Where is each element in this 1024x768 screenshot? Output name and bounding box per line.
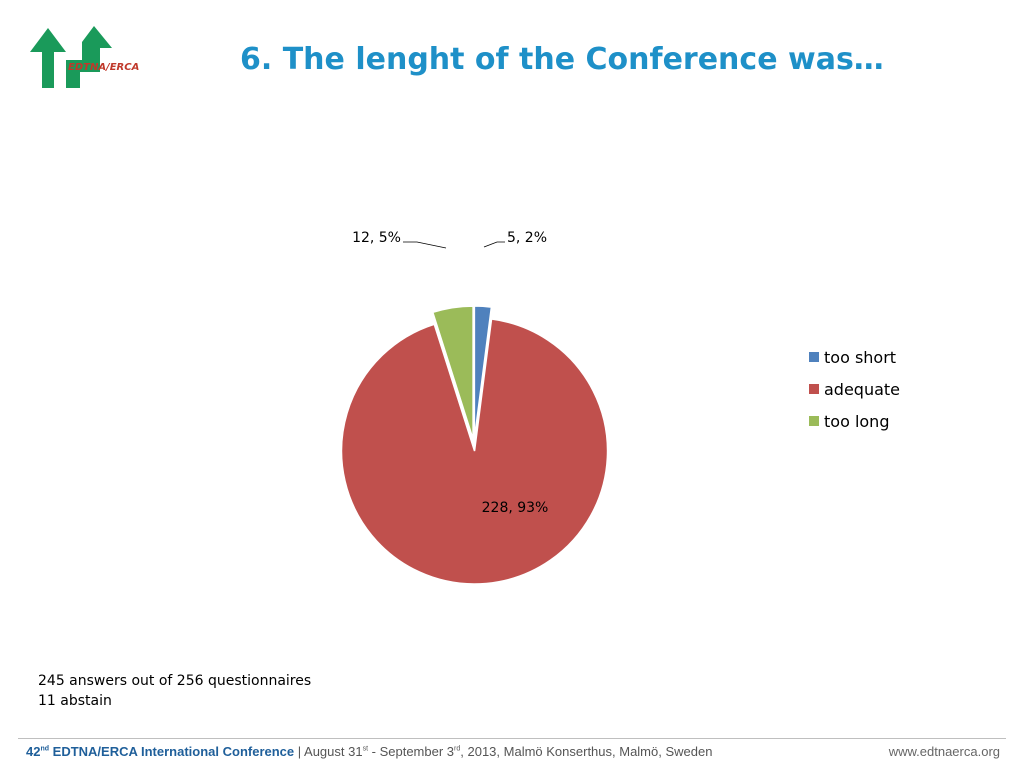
legend-label: too short (824, 348, 896, 367)
leader-line (483, 241, 505, 248)
footer-conference: 42nd EDTNA/ERCA International Conference… (26, 744, 713, 759)
abstain-note: 11 abstain (38, 693, 112, 709)
logo-text: EDTNA/ERCA (68, 62, 139, 73)
leader-line (403, 241, 447, 249)
data-label: 228, 93% (482, 500, 549, 516)
footer-website: www.edtnaerca.org (888, 744, 1000, 759)
slide-title: 6. The lenght of the Conference was… (240, 42, 884, 77)
notes: 245 answers out of 256 questionnaires 11… (38, 671, 311, 711)
legend-swatch (809, 416, 819, 426)
legend-swatch (809, 352, 819, 362)
legend-label: too long (824, 412, 889, 431)
footer-divider (18, 738, 1006, 739)
pie-slice-too-long (431, 305, 474, 440)
data-label: 5, 2% (507, 230, 547, 246)
edtna-erca-logo: EDTNA/ERCA (30, 26, 139, 88)
legend-swatch (809, 384, 819, 394)
pie-slice-adequate (340, 318, 609, 585)
data-label: 12, 5% (352, 230, 401, 246)
pie-slice-too-short (473, 305, 493, 440)
legend-label: adequate (824, 380, 900, 399)
answers-note: 245 answers out of 256 questionnaires (38, 673, 312, 689)
